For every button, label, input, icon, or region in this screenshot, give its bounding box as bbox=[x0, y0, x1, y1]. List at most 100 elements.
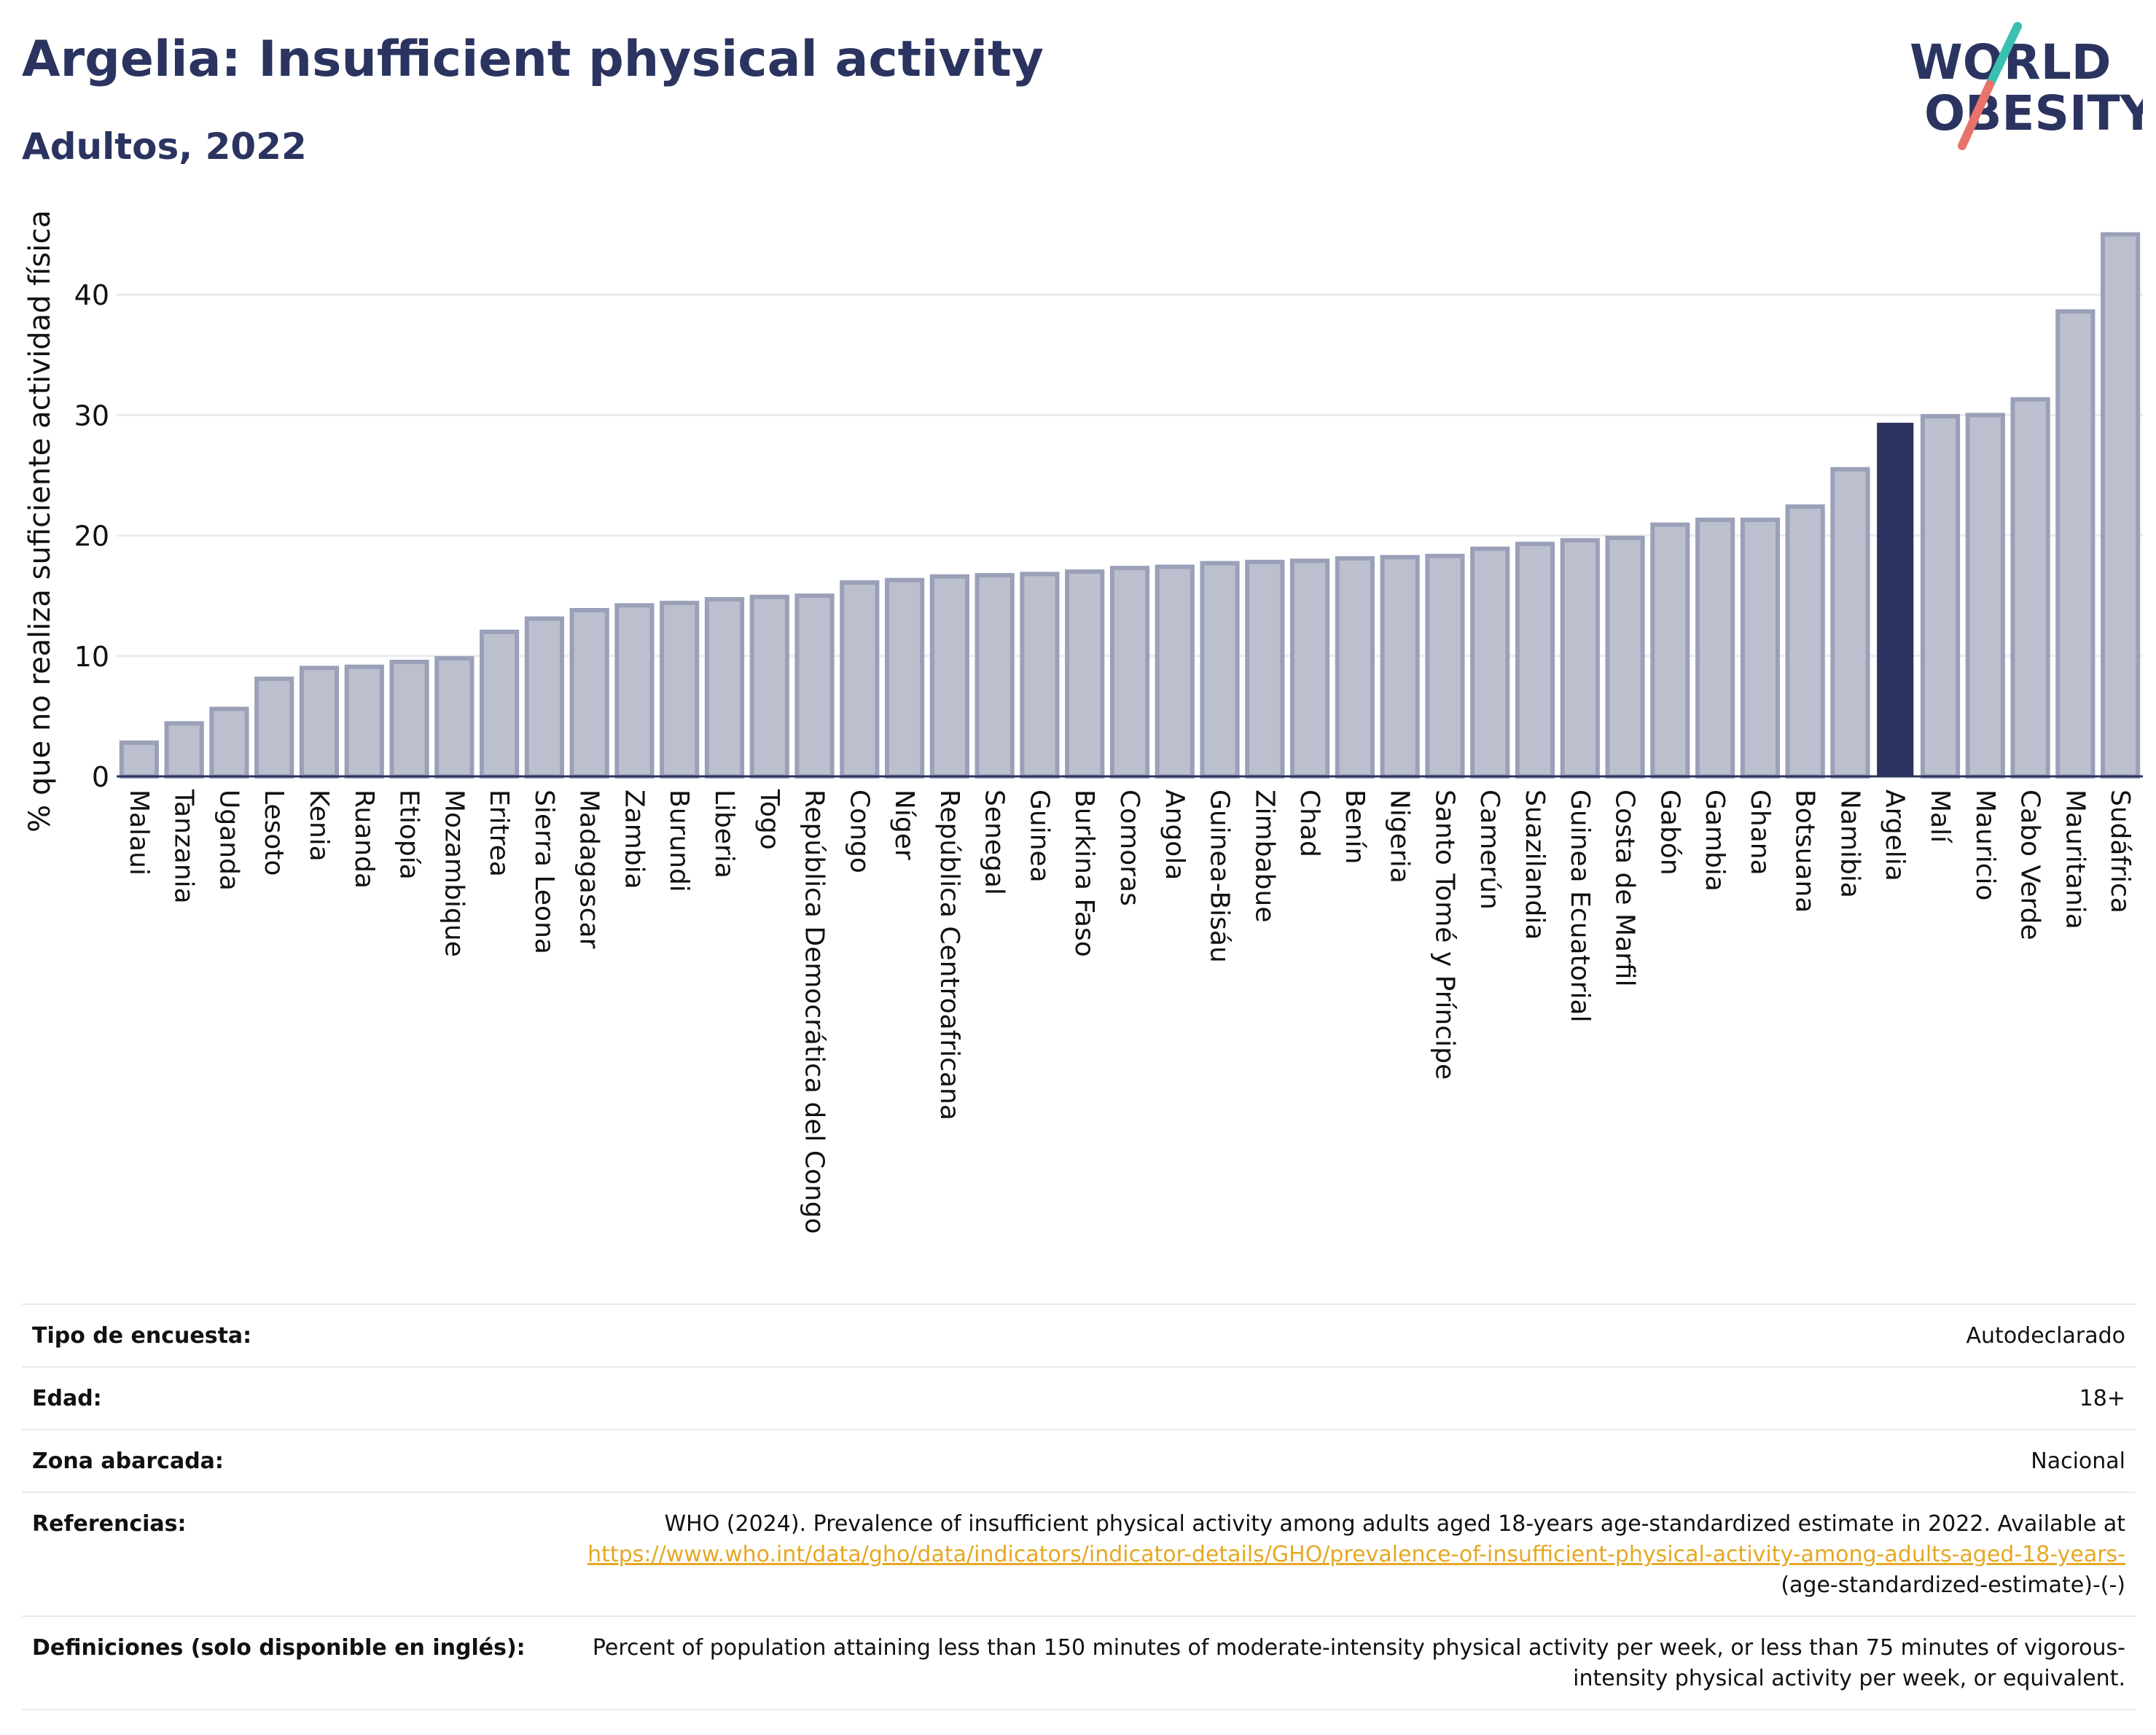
info-label: Edad: bbox=[22, 1366, 552, 1430]
bar bbox=[1245, 559, 1285, 779]
x-tick-label: Namibia bbox=[1835, 789, 1864, 898]
bar bbox=[119, 740, 159, 779]
bar bbox=[1109, 566, 1150, 779]
bar bbox=[524, 616, 564, 779]
x-tick-label: Burkina Faso bbox=[1069, 789, 1099, 957]
bar bbox=[164, 721, 204, 779]
x-tick-label: Kenia bbox=[304, 789, 334, 862]
bar bbox=[1065, 569, 1105, 779]
bar bbox=[614, 603, 655, 779]
x-tick-label: Gambia bbox=[1700, 789, 1730, 892]
x-tick-label: Nigeria bbox=[1385, 789, 1415, 884]
x-tick-label: Zimbabue bbox=[1249, 789, 1279, 922]
y-tick-label: 40 bbox=[74, 279, 109, 311]
bar bbox=[1290, 558, 1330, 779]
bar bbox=[1560, 538, 1600, 779]
x-tick-label: Zambia bbox=[619, 789, 649, 889]
x-tick-label: Níger bbox=[889, 789, 919, 860]
info-label: Tipo de encuesta: bbox=[22, 1303, 552, 1368]
x-tick-label: Togo bbox=[754, 789, 784, 850]
info-row-age: Edad: 18+ bbox=[22, 1366, 2136, 1430]
bar bbox=[975, 573, 1015, 779]
bar bbox=[2101, 232, 2141, 779]
x-tick-label: Sudáfrica bbox=[2105, 789, 2135, 913]
x-tick-label: Suazilandia bbox=[1520, 789, 1550, 940]
bar bbox=[1965, 413, 2005, 779]
x-tick-label: Guinea-Bisáu bbox=[1205, 789, 1235, 963]
x-tick-label: Argelia bbox=[1880, 789, 1910, 881]
bar bbox=[1425, 553, 1465, 779]
bar bbox=[2055, 309, 2096, 779]
x-tick-label: Gabón bbox=[1655, 789, 1684, 876]
x-tick-label: Congo bbox=[844, 789, 874, 873]
references-link[interactable]: https://www.who.int/data/gho/data/indica… bbox=[587, 1542, 2125, 1567]
x-tick-label: Madagascar bbox=[574, 789, 604, 949]
bar bbox=[1020, 572, 1060, 779]
x-tick-label: Guinea Ecuatorial bbox=[1565, 789, 1595, 1023]
bar bbox=[704, 597, 745, 779]
bar bbox=[929, 574, 969, 779]
info-value: Autodeclarado bbox=[552, 1303, 2136, 1368]
references-suffix: (age-standardized-estimate)-(-) bbox=[1781, 1572, 2125, 1598]
bar bbox=[660, 601, 700, 779]
definitions-value: Percent of population attaining less tha… bbox=[552, 1615, 2136, 1710]
bar bbox=[1740, 518, 1780, 779]
x-tick-label: Mozambique bbox=[439, 789, 469, 957]
info-row-coverage: Zona abarcada: Nacional bbox=[22, 1429, 2136, 1493]
bar bbox=[749, 594, 789, 779]
x-tick-label: Malí bbox=[1925, 789, 1955, 843]
bar bbox=[2010, 397, 2050, 779]
bar bbox=[299, 666, 340, 779]
bar bbox=[1335, 555, 1375, 779]
x-tick-label: Ghana bbox=[1745, 789, 1775, 876]
x-tick-label: Santo Tomé y Príncipe bbox=[1429, 789, 1459, 1080]
info-row-survey-type: Tipo de encuesta: Autodeclarado bbox=[22, 1303, 2136, 1368]
bar bbox=[885, 577, 925, 779]
world-obesity-logo: WORLD OBESITY bbox=[1910, 22, 2143, 150]
info-row-definitions: Definiciones (solo disponible en inglés)… bbox=[22, 1615, 2136, 1710]
x-tick-label: Angola bbox=[1160, 789, 1190, 880]
bar bbox=[1605, 535, 1645, 779]
x-tick-label: Senegal bbox=[980, 789, 1009, 895]
x-tick-label: Burundi bbox=[664, 789, 694, 892]
x-tick-label: Eritrea bbox=[484, 789, 514, 877]
chart-title: Argelia: Insufficient physical activity bbox=[22, 31, 1044, 88]
references-value: WHO (2024). Prevalence of insufficient p… bbox=[552, 1492, 2136, 1617]
bar bbox=[569, 608, 609, 779]
info-label: Referencias: bbox=[22, 1492, 552, 1617]
x-tick-label: Liberia bbox=[709, 789, 739, 878]
x-tick-label: Benín bbox=[1340, 789, 1370, 864]
bar bbox=[1200, 561, 1240, 779]
bar bbox=[1920, 414, 1961, 779]
bar bbox=[1515, 542, 1555, 779]
logo-line-2: OBESITY bbox=[1924, 85, 2143, 141]
bar bbox=[1470, 546, 1510, 779]
x-tick-label: Botsuana bbox=[1790, 789, 1820, 913]
info-value: 18+ bbox=[552, 1366, 2136, 1430]
x-tick-label: Mauritania bbox=[2060, 789, 2090, 929]
x-axis-ticks: Malaui Tanzania Uganda Lesoto Kenia Ruanda Eti… bbox=[124, 789, 2135, 1234]
references-text: WHO (2024). Prevalence of insufficient p… bbox=[664, 1511, 2125, 1537]
y-tick-label: 20 bbox=[74, 520, 109, 553]
bar bbox=[840, 580, 880, 779]
x-tick-label: República Centroafricana bbox=[934, 789, 964, 1120]
logo-stroke-teal bbox=[1985, 22, 2022, 89]
y-tick-label: 0 bbox=[92, 761, 109, 793]
x-tick-label: Cabo Verde bbox=[2015, 789, 2045, 940]
bar bbox=[344, 664, 384, 779]
info-label: Definiciones (solo disponible en inglés)… bbox=[22, 1615, 552, 1710]
bar bbox=[794, 593, 835, 779]
info-value: Nacional bbox=[552, 1429, 2136, 1493]
bar bbox=[1380, 555, 1420, 779]
x-tick-label: Costa de Marfil bbox=[1610, 789, 1640, 987]
info-row-references: Referencias: WHO (2024). Prevalence of i… bbox=[22, 1492, 2136, 1617]
x-tick-label: Tanzania bbox=[169, 789, 199, 904]
x-tick-label: Mauricio bbox=[1970, 789, 2000, 901]
x-tick-label: Lesoto bbox=[259, 789, 289, 876]
x-tick-label: Malaui bbox=[124, 789, 154, 876]
y-tick-label: 30 bbox=[74, 399, 109, 432]
info-label: Zona abarcada: bbox=[22, 1429, 552, 1493]
x-tick-label: Sierra Leona bbox=[529, 789, 559, 954]
bar bbox=[480, 629, 520, 779]
y-axis-ticks: 0 10 20 30 40 bbox=[74, 279, 109, 793]
